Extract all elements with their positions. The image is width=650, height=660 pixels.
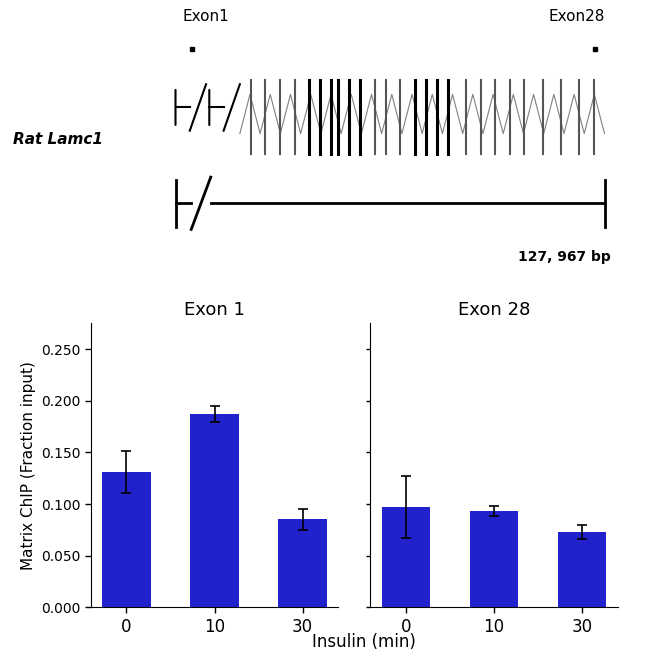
Bar: [190, 414, 239, 607]
Text: Rat Lamc1: Rat Lamc1: [13, 132, 103, 147]
Bar: [102, 472, 151, 607]
Text: Exon28: Exon28: [548, 9, 604, 24]
Bar: [278, 519, 327, 607]
Bar: [470, 512, 518, 607]
Bar: [558, 532, 606, 607]
Y-axis label: Matrix ChIP (Fraction input): Matrix ChIP (Fraction input): [21, 361, 36, 570]
Title: Exon 1: Exon 1: [184, 301, 245, 319]
Bar: [382, 507, 430, 607]
Text: Insulin (min): Insulin (min): [312, 633, 416, 651]
Title: Exon 28: Exon 28: [458, 301, 530, 319]
Text: 127, 967 bp: 127, 967 bp: [518, 249, 611, 264]
Text: Exon1: Exon1: [182, 9, 229, 24]
